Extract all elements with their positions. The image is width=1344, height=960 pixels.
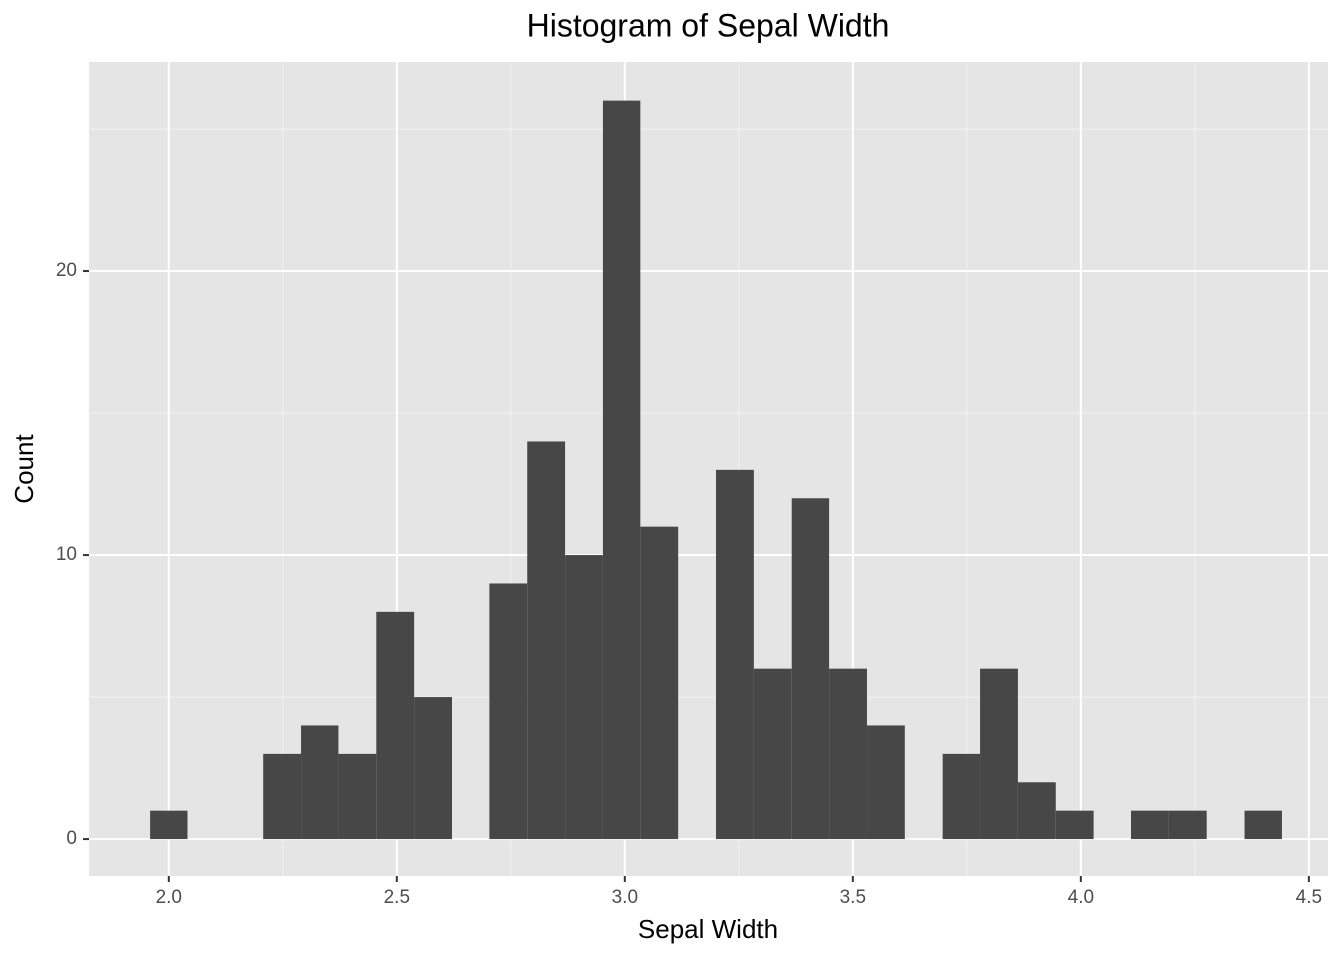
bar	[829, 668, 867, 840]
bar	[489, 583, 528, 840]
bar	[376, 611, 415, 840]
bar	[1017, 782, 1056, 840]
bar	[1168, 810, 1207, 840]
bar	[414, 697, 452, 840]
panel	[89, 62, 1328, 876]
x-tick-label: 4.5	[1296, 887, 1322, 908]
x-tick-label: 3.0	[612, 887, 638, 908]
bar	[565, 555, 603, 840]
bar	[1055, 810, 1094, 840]
bar	[716, 469, 754, 840]
chart-title: Histogram of Sepal Width	[527, 7, 890, 43]
bar	[1244, 810, 1282, 840]
x-tick-label: 2.0	[156, 887, 182, 908]
bar	[942, 753, 981, 840]
bar	[527, 441, 566, 840]
bar	[263, 753, 302, 840]
bar	[640, 526, 679, 840]
x-tick-label: 2.5	[384, 887, 410, 908]
x-axis-title: Sepal Width	[638, 914, 778, 944]
bar	[150, 810, 188, 840]
bar	[338, 753, 377, 840]
bar	[753, 668, 792, 840]
y-axis-title: Count	[9, 434, 39, 504]
bar	[602, 100, 641, 840]
x-tick-label: 4.0	[1068, 887, 1094, 908]
bar	[866, 725, 905, 840]
bar	[301, 725, 339, 840]
y-tick-label: 20	[56, 260, 77, 281]
bar	[791, 498, 830, 840]
x-tick-label: 3.5	[840, 887, 866, 908]
y-tick-label: 10	[56, 544, 77, 565]
bar	[980, 668, 1018, 840]
y-tick-label: 0	[66, 828, 77, 849]
bar	[1131, 810, 1169, 840]
